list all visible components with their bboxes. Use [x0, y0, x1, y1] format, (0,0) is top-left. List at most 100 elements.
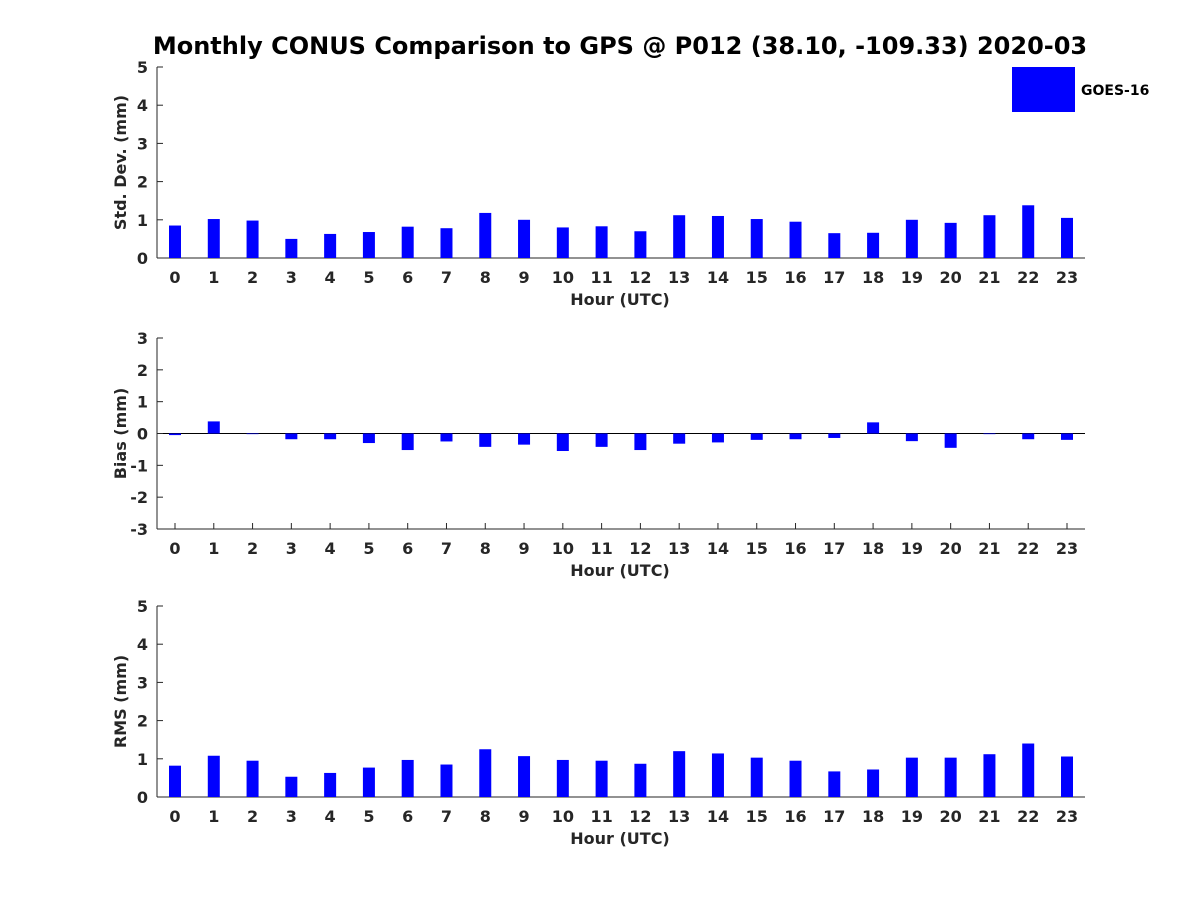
bias-bar	[479, 433, 492, 447]
bias-x-tick-label: 5	[363, 539, 374, 558]
rms-bar	[169, 765, 181, 797]
bias-bar	[789, 433, 802, 440]
bias-x-tick-label: 21	[978, 539, 1000, 558]
rms-x-tick-label: 3	[286, 807, 297, 826]
std-dev-x-tick-label: 16	[784, 268, 806, 287]
bias-y-axis-label: Bias (mm)	[111, 388, 130, 480]
std-dev-y-tick-label: 3	[137, 134, 148, 153]
bias-y-tick-label: -1	[130, 456, 148, 475]
bias-bar	[828, 433, 841, 438]
bias-bar	[595, 433, 608, 447]
std-dev-bar	[518, 219, 531, 258]
std-dev-x-tick-label: 18	[862, 268, 884, 287]
bias-x-axis-label: Hour (UTC)	[570, 561, 670, 580]
rms-x-tick-label: 7	[441, 807, 452, 826]
std-dev-x-tick-label: 10	[552, 268, 574, 287]
rms-bar	[285, 776, 298, 797]
bias-x-tick-label: 11	[590, 539, 612, 558]
std-dev-x-tick-label: 11	[590, 268, 612, 287]
bias-bar	[867, 422, 880, 434]
rms-x-axis-label: Hour (UTC)	[570, 829, 670, 848]
std-dev-x-axis-label: Hour (UTC)	[570, 290, 670, 309]
rms-bar	[711, 753, 724, 797]
rms-bar	[867, 769, 880, 797]
rms-y-tick-label: 1	[137, 750, 148, 769]
rms-x-tick-label: 21	[978, 807, 1000, 826]
std-dev-bar	[440, 228, 453, 258]
bias-x-tick-label: 17	[823, 539, 845, 558]
rms-bar	[401, 759, 414, 797]
bias-x-tick-label: 10	[552, 539, 574, 558]
rms-y-tick-label: 5	[137, 597, 148, 616]
std-dev-x-tick-label: 6	[402, 268, 413, 287]
bias-bar	[362, 433, 375, 444]
rms-x-tick-label: 22	[1017, 807, 1039, 826]
std-dev-bar	[401, 226, 414, 258]
std-dev-y-tick-label: 1	[137, 211, 148, 230]
std-dev-x-tick-label: 23	[1056, 268, 1078, 287]
bias-x-tick-label: 7	[441, 539, 452, 558]
rms-bar	[362, 767, 375, 797]
std-dev-bar	[905, 219, 918, 258]
bias-y-tick-label: 0	[137, 425, 148, 444]
bias-bar	[1061, 433, 1073, 440]
rms-bar	[324, 772, 337, 797]
bias-bar	[324, 433, 337, 440]
std-dev-bar	[867, 232, 880, 258]
rms-bar	[828, 771, 841, 797]
bias-x-tick-label: 23	[1056, 539, 1078, 558]
bias-bar	[401, 433, 414, 451]
rms-bar	[750, 757, 763, 797]
bias-x-tick-label: 4	[325, 539, 336, 558]
rms-x-tick-label: 23	[1056, 807, 1078, 826]
bias-y-tick-label: 1	[137, 393, 148, 412]
std-dev-bar	[479, 212, 492, 258]
std-dev-bar	[944, 222, 957, 258]
rms-x-tick-label: 5	[363, 807, 374, 826]
std-dev-bar	[595, 226, 608, 258]
rms-x-tick-label: 12	[629, 807, 651, 826]
rms-bar	[595, 760, 608, 797]
chart-title: Monthly CONUS Comparison to GPS @ P012 (…	[153, 32, 1087, 60]
std-dev-x-tick-label: 4	[325, 268, 336, 287]
bias-x-tick-label: 15	[746, 539, 768, 558]
bias-bar	[750, 433, 763, 440]
bias-x-tick-label: 3	[286, 539, 297, 558]
bias-x-tick-label: 22	[1017, 539, 1039, 558]
rms-x-tick-label: 10	[552, 807, 574, 826]
rms-x-tick-label: 13	[668, 807, 690, 826]
std-dev-bar	[1061, 217, 1073, 258]
rms-x-tick-label: 20	[940, 807, 962, 826]
rms-bar	[944, 757, 957, 797]
bias-x-tick-label: 12	[629, 539, 651, 558]
rms-x-tick-label: 11	[590, 807, 612, 826]
std-dev-bar	[1022, 205, 1035, 258]
bias-bar	[711, 433, 724, 443]
rms-y-tick-label: 0	[137, 788, 148, 807]
bias-x-tick-label: 19	[901, 539, 923, 558]
bias-bar	[169, 433, 181, 436]
std-dev-bar	[711, 215, 724, 258]
std-dev-bar	[324, 233, 337, 258]
std-dev-bar	[362, 232, 375, 258]
bias-x-tick-label: 8	[480, 539, 491, 558]
bias-bar	[440, 433, 453, 442]
rms-y-tick-label: 4	[137, 635, 148, 654]
bias-bar	[1022, 433, 1035, 440]
bias-x-tick-label: 20	[940, 539, 962, 558]
std-dev-bar	[207, 219, 220, 258]
bias-bar	[246, 433, 259, 435]
rms-x-tick-label: 17	[823, 807, 845, 826]
rms-bar	[634, 763, 647, 797]
bias-x-tick-label: 18	[862, 539, 884, 558]
rms-bar	[518, 756, 531, 797]
rms-bar	[556, 759, 569, 797]
bias-x-tick-label: 9	[518, 539, 529, 558]
rms-x-tick-label: 16	[784, 807, 806, 826]
rms-y-tick-label: 2	[137, 712, 148, 731]
bias-bar	[285, 433, 298, 440]
std-dev-bar	[789, 221, 802, 258]
bias-x-tick-label: 2	[247, 539, 258, 558]
